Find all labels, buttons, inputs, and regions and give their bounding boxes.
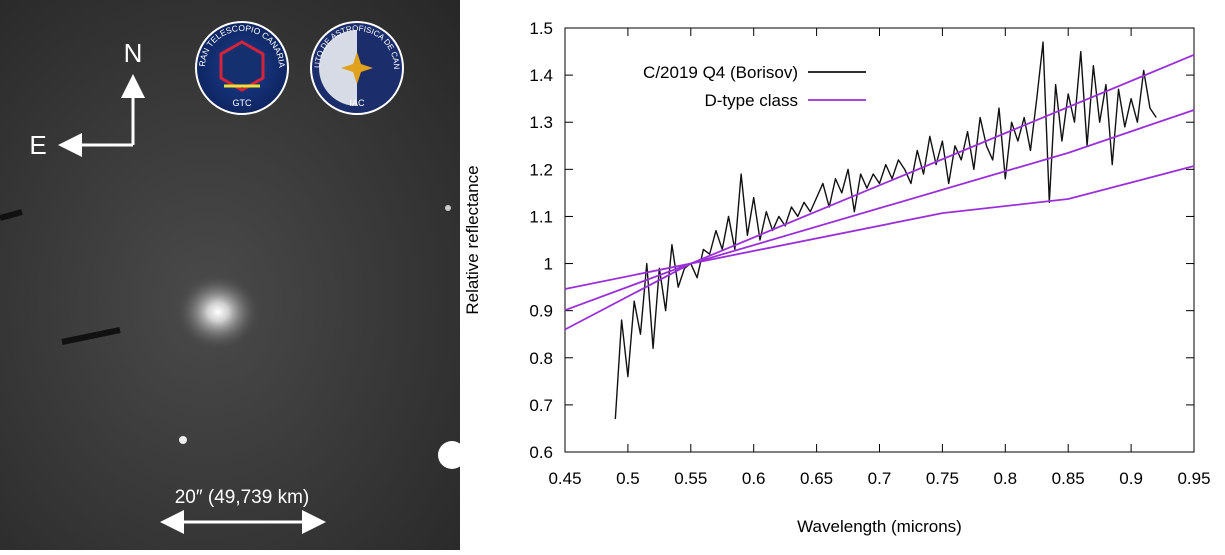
compass-label: N (124, 38, 143, 68)
x-tick-label: 0.5 (616, 469, 640, 488)
y-tick-label: 0.7 (529, 396, 553, 415)
chart: 0.45 0.5 0.55 0.6 0.65 0.7 0.75 0.8 0.85 0.9 0.95 0… (463, 19, 1211, 536)
series-line (564, 165, 1195, 290)
star (438, 441, 466, 469)
logo-shape (341, 52, 373, 84)
x-tick-label: 0.45 (548, 469, 581, 488)
scale-label: 20″ (49,739 km) (175, 487, 310, 508)
y-tick-label: 1.3 (529, 113, 553, 132)
comet-image: N E GRAN TELESCOPIO CANARIAS GTC INSTITU… (0, 0, 466, 550)
y-tick-label: 1.2 (529, 160, 553, 179)
legend-label: D-type class (704, 91, 798, 110)
star (179, 436, 187, 444)
logo-shape (219, 40, 265, 92)
y-tick-label: 0.9 (529, 302, 553, 321)
x-tick-label: 0.75 (926, 469, 959, 488)
logo-text: GTC (233, 98, 252, 108)
star-trail (61, 327, 121, 345)
y-tick-label: 0.6 (529, 443, 553, 462)
y-tick-label: 1 (544, 255, 553, 274)
x-tick-label: 0.6 (742, 469, 766, 488)
x-tick-label: 0.9 (1119, 469, 1143, 488)
legend-label: C/2019 Q4 (Borisov) (643, 63, 798, 82)
y-tick-label: 1.1 (529, 207, 553, 226)
star-trail (0, 209, 23, 221)
x-tick-label: 0.55 (674, 469, 707, 488)
y-axis-label: Relative reflectance (463, 165, 482, 314)
x-tick-label: 0.95 (1177, 469, 1210, 488)
series-line (614, 41, 1157, 420)
series-line (564, 54, 1195, 331)
logo-shape (319, 30, 357, 106)
logo-text: IAC (349, 98, 365, 108)
x-tick-label: 0.85 (1052, 469, 1085, 488)
x-tick-label: 0.65 (800, 469, 833, 488)
plot-frame (564, 27, 1195, 453)
y-tick-label: 0.8 (529, 349, 553, 368)
star (445, 205, 451, 211)
comet (176, 274, 260, 350)
y-tick-label: 1.5 (529, 19, 553, 38)
series-line (564, 109, 1195, 312)
x-tick-label: 0.7 (868, 469, 892, 488)
x-tick-label: 0.8 (993, 469, 1017, 488)
y-tick-label: 1.4 (529, 66, 553, 85)
x-axis-label: Wavelength (microns) (797, 517, 962, 536)
compass-label: E (29, 130, 46, 160)
